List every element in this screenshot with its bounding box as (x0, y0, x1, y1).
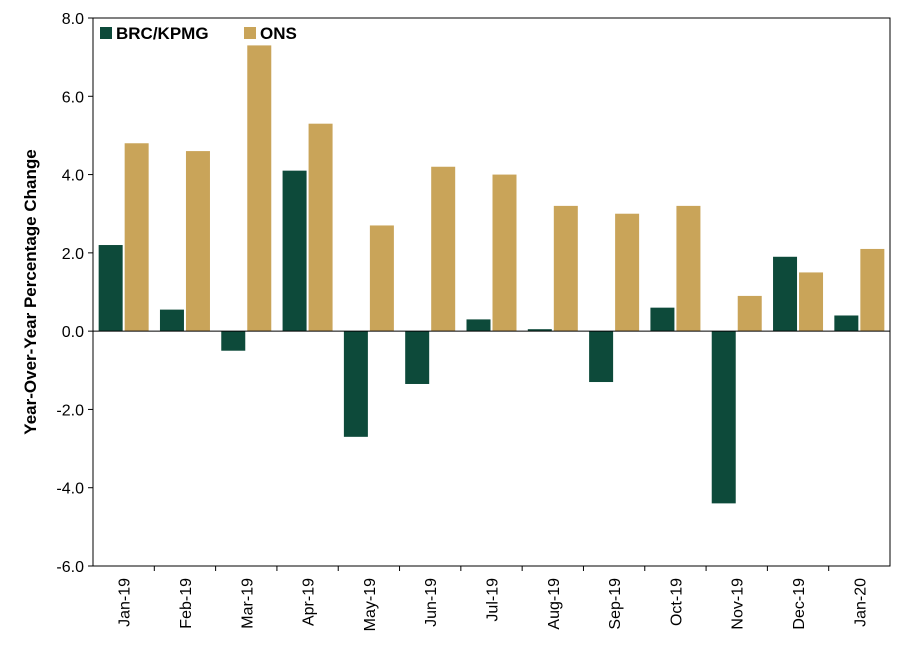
legend: BRC/KPMG ONS (100, 24, 297, 43)
bar-ons-mar-19 (247, 45, 272, 332)
plot-area-border (92, 17, 891, 567)
bar-ons-may-19 (369, 225, 394, 332)
x-tick-label: Nov-19 (730, 578, 747, 630)
y-tick-label: 4.0 (62, 168, 84, 185)
x-tick-label: Jun-19 (423, 578, 440, 627)
bar-brc-kpmg-dec-19 (773, 256, 798, 332)
y-tick-label: 6.0 (62, 89, 84, 106)
y-tick-label: -6.0 (56, 559, 84, 576)
bar-ons-jul-19 (492, 174, 517, 332)
bar-ons-dec-19 (799, 272, 824, 332)
bars (98, 45, 885, 504)
bar-brc-kpmg-oct-19 (650, 307, 675, 332)
bar-ons-nov-19 (737, 295, 762, 332)
x-axis: Jan-19 Feb-19 Mar-19 Apr-19 May-19 Jun-19 Jul-… (117, 566, 869, 631)
y-axis-label: Year-Over-Year Percentage Change (21, 149, 40, 434)
legend-label: ONS (260, 24, 297, 43)
legend-swatch (100, 27, 112, 39)
bar-brc-kpmg-sep-19 (589, 331, 614, 383)
bar-ons-aug-19 (553, 205, 578, 332)
x-tick-label: Sep-19 (607, 578, 624, 630)
y-tick-label: 0.0 (62, 324, 84, 341)
x-tick-label: Mar-19 (239, 578, 256, 629)
bar-brc-kpmg-feb-19 (159, 309, 184, 332)
bar-ons-apr-19 (308, 123, 333, 332)
y-tick-label: 2.0 (62, 246, 84, 263)
bar-brc-kpmg-mar-19 (221, 331, 246, 351)
legend-swatch (244, 27, 256, 39)
x-tick-label: Jan-20 (852, 578, 869, 627)
bar-brc-kpmg-jan-19 (98, 245, 123, 332)
legend-label: BRC/KPMG (116, 24, 209, 43)
bar-ons-jan-19 (124, 143, 149, 332)
x-tick-label: Oct-19 (668, 578, 685, 626)
bar-ons-jun-19 (431, 166, 456, 332)
bar-ons-sep-19 (615, 213, 640, 332)
y-tick-label: 8.0 (62, 11, 84, 28)
bar-brc-kpmg-nov-19 (711, 331, 736, 504)
x-tick-label: Feb-19 (178, 578, 195, 629)
x-tick-label: Apr-19 (301, 578, 318, 626)
bar-brc-kpmg-jul-19 (466, 319, 491, 332)
x-tick-label: Aug-19 (546, 578, 563, 630)
plot-frame (92, 17, 891, 567)
bar-ons-jan-20 (860, 248, 885, 332)
y-tick-label: -4.0 (56, 481, 84, 498)
bar-ons-feb-19 (185, 151, 210, 332)
y-tick-label: -2.0 (56, 402, 84, 419)
x-tick-label: Jan-19 (117, 578, 134, 627)
x-tick-label: Jul-19 (485, 578, 502, 622)
bar-brc-kpmg-jan-20 (834, 315, 859, 332)
bar-brc-kpmg-aug-19 (527, 329, 552, 332)
x-tick-label: Dec-19 (791, 578, 808, 630)
bar-ons-oct-19 (676, 205, 701, 332)
bar-brc-kpmg-may-19 (343, 331, 368, 437)
y-axis: 8.0 6.0 4.0 2.0 0.0 -2.0 -4.0 -6.0 (56, 11, 93, 576)
x-tick-label: May-19 (362, 578, 379, 631)
bar-brc-kpmg-apr-19 (282, 170, 307, 332)
bar-brc-kpmg-jun-19 (405, 331, 430, 384)
